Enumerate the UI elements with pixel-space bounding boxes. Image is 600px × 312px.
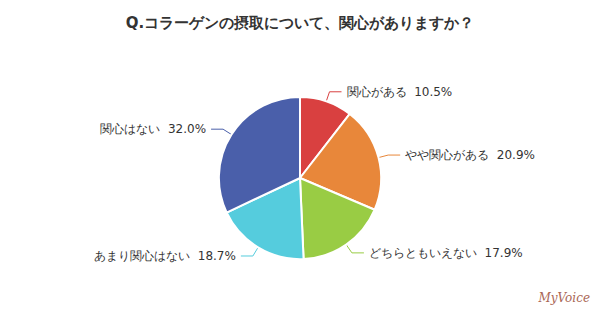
svg-text:やや関心がある 20.9%: やや関心がある 20.9% <box>405 148 535 162</box>
svg-text:関心がある 10.5%: 関心がある 10.5% <box>347 85 453 99</box>
svg-text:どちらともいえない 17.9%: どちらともいえない 17.9% <box>369 246 523 260</box>
svg-text:Q.コラーゲンの摂取について、関心がありますか？: Q.コラーゲンの摂取について、関心がありますか？ <box>126 14 474 32</box>
svg-text:MyVoice: MyVoice <box>537 291 590 305</box>
svg-text:関心はない 32.0%: 関心はない 32.0% <box>100 122 206 136</box>
svg-text:あまり関心はない 18.7%: あまり関心はない 18.7% <box>94 249 236 263</box>
